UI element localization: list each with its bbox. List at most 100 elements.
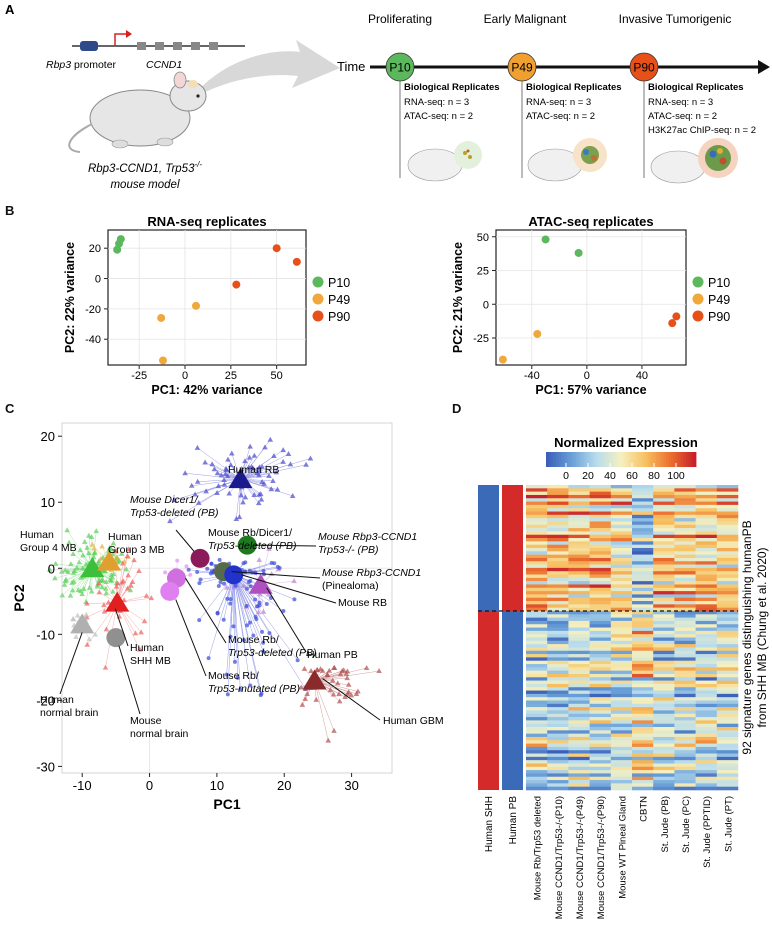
heatmap-cell [589, 630, 612, 635]
heatmap-cell [610, 766, 633, 771]
heatmap-cell [716, 717, 739, 721]
sample-spoke [233, 574, 261, 696]
column-label: Mouse WT Pineal Gland [617, 796, 628, 899]
colorbar-segment [656, 452, 659, 467]
heatmap-cell [632, 627, 654, 632]
heatmap-cell [695, 756, 718, 761]
heatmap-cell [653, 703, 675, 708]
heatmap-cell [653, 571, 675, 575]
heatmap-cell [674, 760, 696, 764]
sample-spoke [240, 478, 293, 497]
colorbar-segment [686, 452, 689, 467]
heatmap-cell [568, 717, 590, 721]
sample-point [248, 620, 253, 625]
heatmap-cell [653, 627, 675, 632]
heatmap-cell [674, 720, 696, 724]
heatmap-cell [716, 683, 739, 688]
sample-point [259, 478, 265, 484]
annotation-label: normal brain [130, 728, 189, 740]
sample-point [223, 465, 229, 471]
sample-point [261, 640, 266, 645]
heatmap-cell [568, 491, 590, 496]
heatmap-cell [526, 650, 548, 655]
legend-swatch [692, 310, 704, 322]
heatmap-cell [589, 538, 612, 542]
heatmap-cell [589, 647, 612, 652]
heatmap-cell [547, 524, 569, 529]
heatmap-cell [632, 647, 654, 652]
heatmap-cell [547, 660, 569, 665]
heatmap-cell [695, 614, 718, 618]
heatmap-cell [695, 561, 718, 565]
heatmap-cell [716, 627, 739, 632]
heatmap-cell [526, 727, 548, 731]
sample-point [184, 564, 189, 569]
heatmap-cell [632, 488, 654, 492]
heatmap-cell [589, 683, 612, 688]
y-tick-label: -30 [36, 759, 55, 774]
sample-point [325, 737, 332, 743]
heatmap-cell [589, 723, 612, 728]
heatmap-cell [653, 554, 675, 559]
sample-point [217, 557, 222, 562]
heatmap-cell [526, 554, 548, 559]
heatmap-cell [610, 567, 633, 572]
heatmap-cell [526, 640, 548, 645]
x-tick-label: 20 [277, 778, 291, 793]
sample-point [132, 630, 139, 636]
colorbar-segment [598, 452, 602, 467]
sample-point [287, 461, 294, 467]
heatmap-cell [632, 531, 654, 536]
sample-point [260, 608, 267, 614]
heatmap-cell [547, 640, 569, 645]
heatmap-cell [674, 703, 696, 708]
sample-point [214, 489, 220, 495]
heatmap-cell [568, 504, 590, 509]
heatmap-cell [695, 491, 718, 496]
heatmap-cell [632, 680, 654, 685]
heatmap-cell [632, 514, 654, 519]
heatmap-cell [695, 498, 718, 502]
heatmap-cell [716, 508, 739, 512]
heatmap-cell [695, 780, 718, 784]
heatmap-cell [695, 654, 718, 658]
sample-point [256, 557, 263, 563]
sample-point [194, 444, 201, 450]
human-pb-block [502, 610, 523, 790]
heatmap-cell [716, 687, 739, 691]
heatmap-cell [695, 687, 718, 691]
heatmap-cell [632, 604, 654, 608]
heatmap-cell [695, 750, 718, 754]
heatmap-cell [695, 485, 718, 489]
sample-point [258, 496, 265, 502]
heatmap-cell [716, 574, 739, 579]
heatmap-cell [610, 601, 633, 605]
heatmap-cell [695, 518, 718, 522]
sample-point [171, 497, 178, 503]
sample-point [269, 560, 274, 565]
heatmap-cell [547, 491, 569, 496]
y-tick-label: 20 [89, 243, 101, 255]
sample-point [256, 491, 262, 497]
heatmap-cell [610, 554, 633, 559]
heatmap-cell [547, 604, 569, 608]
heatmap-cell [716, 647, 739, 652]
heatmap-cell [526, 581, 548, 585]
heatmap-cell [695, 707, 718, 711]
sample-point [334, 680, 341, 686]
heatmap-cell [589, 720, 612, 724]
y-tick-label: -40 [85, 334, 101, 346]
heatmap-cell [674, 736, 696, 741]
heatmap-cell [589, 624, 612, 628]
sample-point [343, 670, 350, 676]
heatmap-cell [547, 528, 569, 532]
heatmap-cell [632, 630, 654, 635]
heatmap-cell [526, 660, 548, 665]
heatmap-cell [526, 557, 548, 562]
annotation-leader [266, 587, 307, 653]
sample-point [337, 671, 344, 677]
heatmap-cell [653, 491, 675, 496]
sample-spoke [185, 472, 241, 480]
heatmap-cell [632, 677, 654, 681]
column-label: St. Jude (PPTID) [702, 796, 713, 868]
